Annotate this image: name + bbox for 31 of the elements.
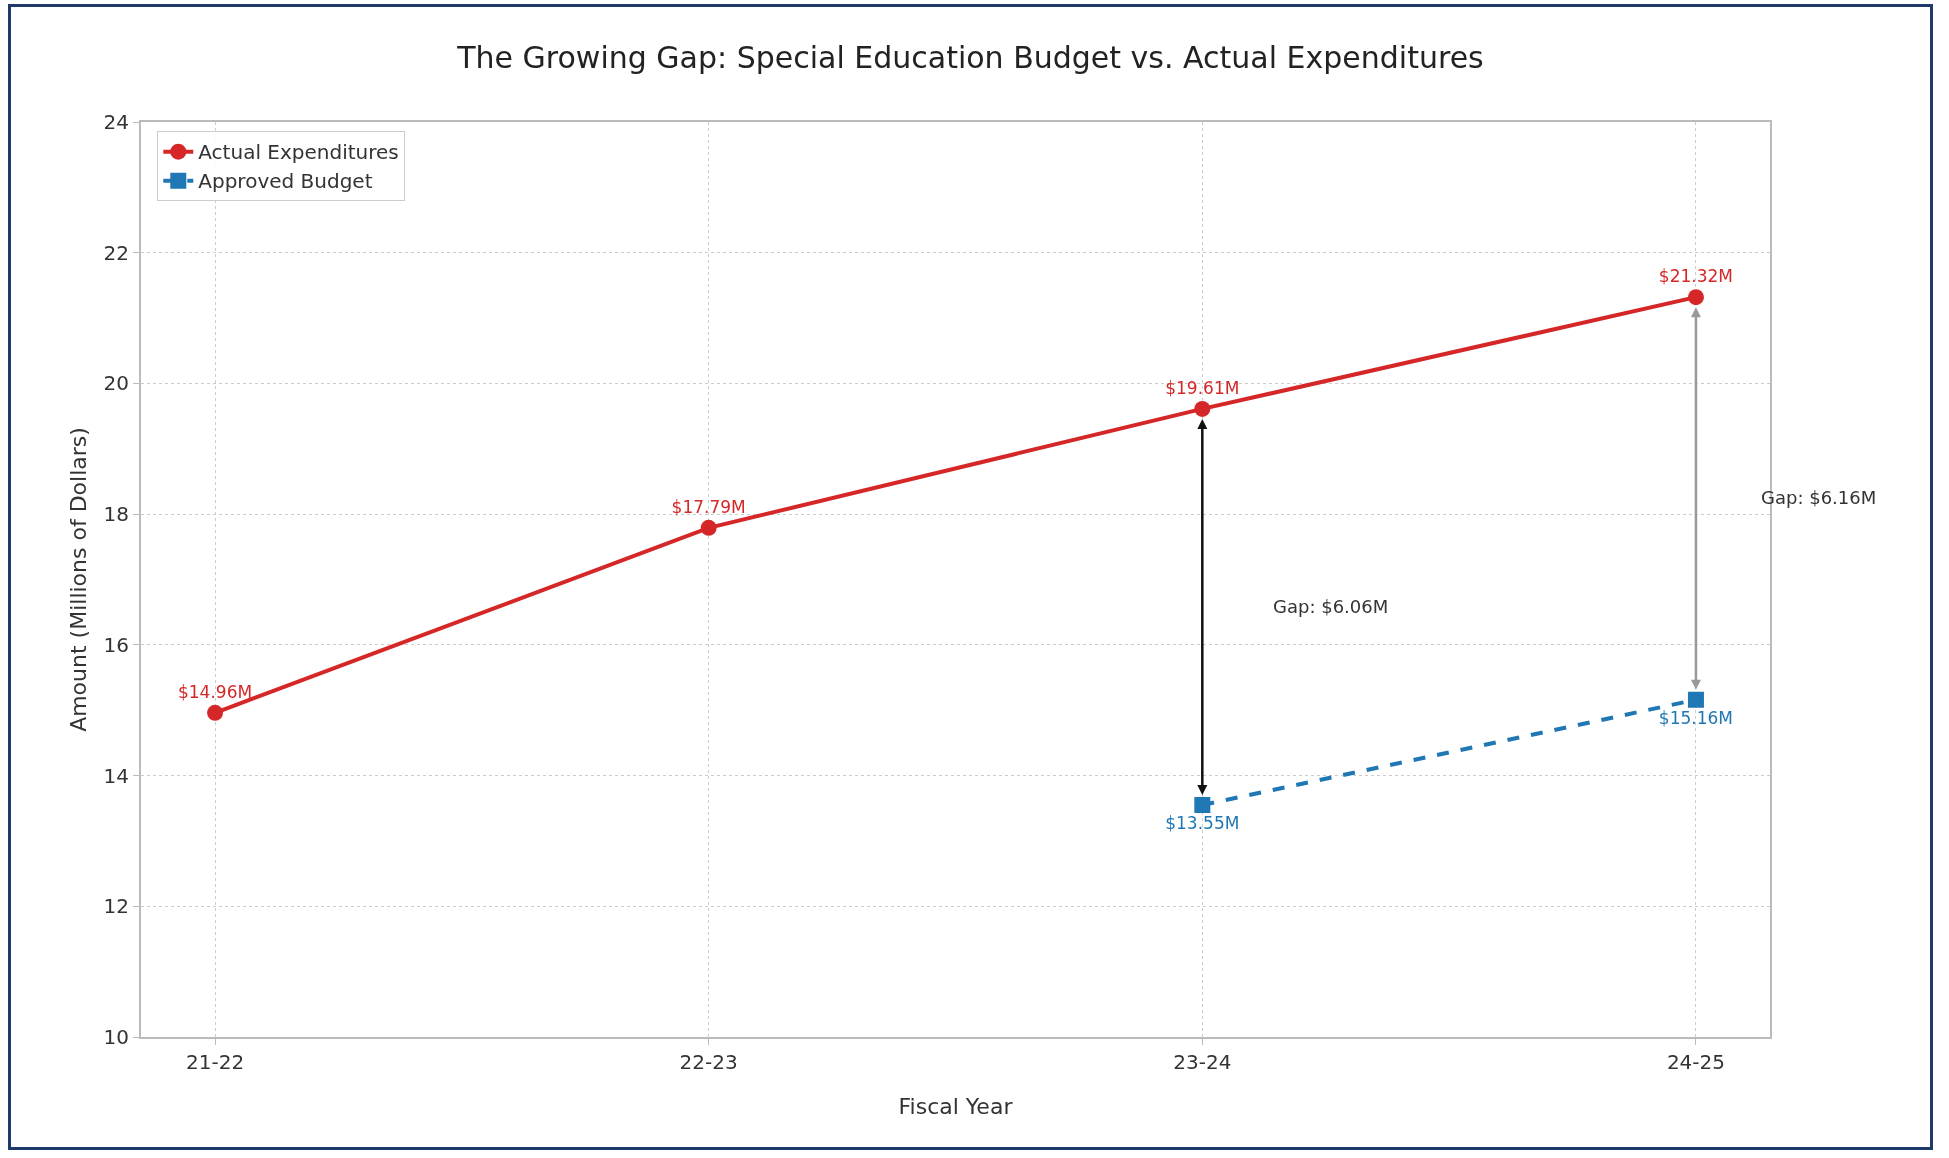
y-tick-label: 10 (103, 1025, 129, 1049)
data-label: $13.55M (1165, 812, 1240, 833)
data-label: $17.79M (671, 496, 746, 517)
x-tick-label: 21-22 (185, 1050, 245, 1074)
y-tick-label: 18 (103, 502, 129, 527)
x-axis-title: Fiscal Year (898, 1094, 1014, 1119)
point (1687, 289, 1704, 306)
data-label: $21.32M (1658, 265, 1734, 286)
point (700, 519, 717, 536)
y-tick-label: 24 (103, 110, 129, 134)
point (1687, 691, 1704, 708)
x-tick-label: 22-23 (679, 1050, 738, 1074)
data-label: $15.16M (1658, 707, 1734, 728)
legend-label: Approved Budget (198, 169, 373, 194)
y-tick-label: 12 (103, 894, 129, 919)
y-tick-label: 20 (103, 371, 129, 396)
point (1194, 796, 1211, 813)
y-tick-label: 16 (103, 632, 129, 657)
point (1194, 400, 1211, 417)
point (207, 704, 224, 721)
data-label: $19.61M (1165, 377, 1240, 398)
legend-label: Actual Expenditures (198, 140, 399, 165)
annotation: Gap: $6.16M (1761, 487, 1877, 508)
y-axis-title: Amount (Millions of Dollars) (66, 427, 91, 732)
chart-title: The Growing Gap: Special Education Budget vs. Actual Expenditures (456, 39, 1484, 75)
annotation: Gap: $6.06M (1273, 596, 1389, 617)
y-tick-label: 14 (103, 763, 129, 788)
x-tick-label: 24-25 (1666, 1050, 1726, 1074)
x-tick-label: 23-24 (1173, 1050, 1232, 1074)
data-label: $14.96M (177, 681, 253, 702)
y-tick-label: 22 (103, 240, 129, 265)
